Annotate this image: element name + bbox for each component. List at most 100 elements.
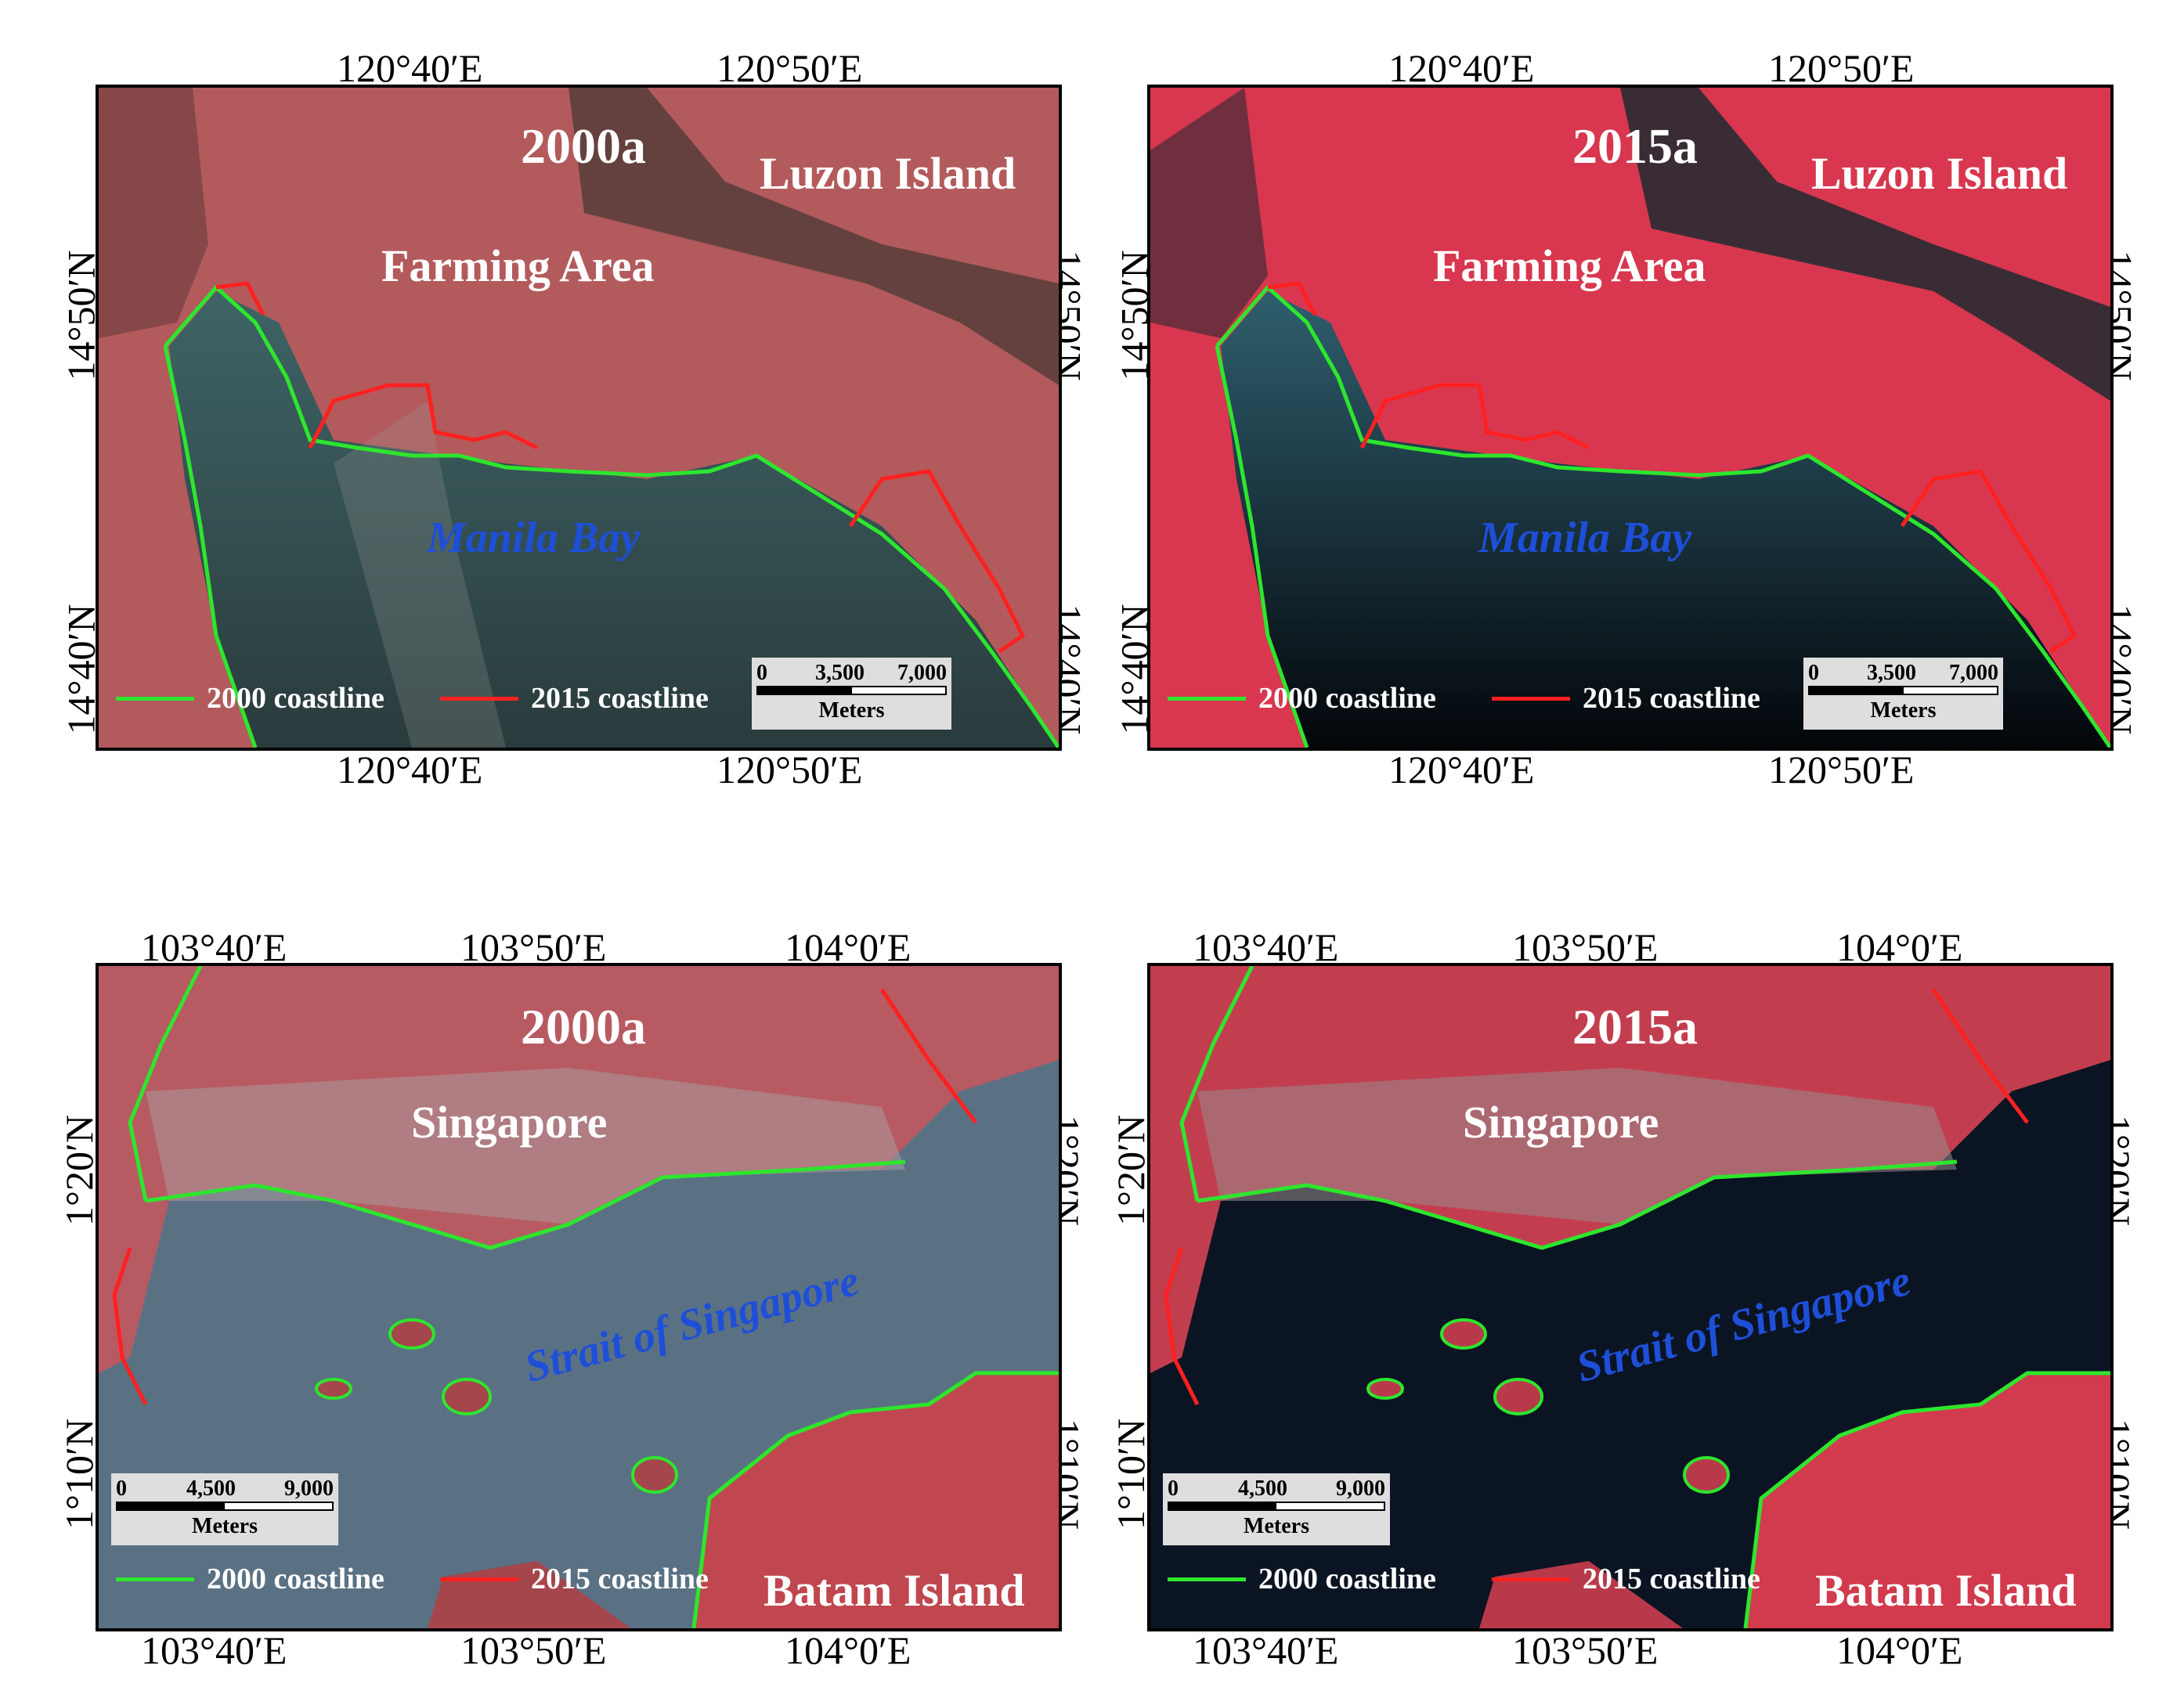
coastline-2015-reclaim-east: [879, 988, 977, 1124]
scale-bar-graphic: [1808, 686, 1998, 695]
coastline-2000-batam: [691, 1371, 1059, 1628]
batam-island: [1745, 1373, 2110, 1628]
lat-tick-left-1: 1°20′N: [1109, 1114, 1153, 1227]
farming-area: [193, 88, 1059, 385]
lon-tick-top-2: 103°50′E: [460, 925, 607, 969]
lon-tick-top-1: 103°40′E: [141, 925, 287, 969]
coastline-2000: [1197, 1159, 1958, 1250]
islet-2: [1493, 1378, 1543, 1415]
year-label: 2015a: [1572, 999, 1698, 1054]
legend-green-swatch: [116, 696, 194, 701]
scale-tick-0: 0: [756, 661, 767, 685]
satellite-map: [1147, 963, 2114, 1631]
farming-area: [1213, 88, 2110, 401]
lon-tick-bottom-3: 104°0′E: [1836, 1628, 1963, 1672]
west-land: [99, 1201, 169, 1373]
haze: [334, 401, 506, 748]
scale-unit: Meters: [1870, 698, 1937, 723]
islet-1: [1440, 1318, 1487, 1350]
scale-tick-2: 9,000: [1336, 1476, 1385, 1501]
year-label: 2015a: [1572, 118, 1698, 174]
lon-tick-bottom-1: 103°40′E: [141, 1628, 287, 1672]
dark-land: [99, 88, 208, 338]
manila-bay-water: [169, 291, 1059, 748]
legend-green-swatch: [116, 1577, 194, 1581]
islet-4: [1683, 1456, 1730, 1494]
lon-tick-bottom-2: 103°50′E: [460, 1628, 607, 1672]
legend-2000-label: 2000 coastline: [207, 682, 384, 715]
lon-tick-bottom-2: 120°50′E: [717, 748, 863, 791]
lon-tick-bottom-2: 103°50′E: [1512, 1628, 1659, 1672]
scale-bar-graphic: [116, 1502, 334, 1511]
scale-bar-graphic: [1168, 1502, 1385, 1511]
lon-tick-top-3: 104°0′E: [785, 925, 912, 969]
islet-3: [1366, 1378, 1404, 1400]
map-graphic: [99, 88, 1059, 748]
satellite-map: [1147, 85, 2114, 751]
legend-2000: 2000 coastline: [1168, 681, 1436, 716]
legend-red-swatch: [1492, 696, 1570, 701]
scale-bar-graphic: [756, 686, 947, 695]
map-graphic: [1150, 88, 2110, 748]
legend-2015: 2015 coastline: [440, 1562, 709, 1596]
coastline-2000-west: [163, 345, 258, 748]
lat-tick-left-1: 1°20′N: [57, 1114, 102, 1227]
farming-area-label: Farming Area: [1433, 240, 1706, 291]
legend-red-swatch: [440, 696, 518, 701]
luzon-island-label: Luzon Island: [1811, 148, 2068, 199]
west-land: [1150, 1201, 1221, 1373]
scale-bar: 0 3,500 7,000 Meters: [1803, 658, 2003, 730]
coastline-2000-west: [1179, 966, 1254, 1202]
coastline-2000-batam: [1743, 1371, 2110, 1628]
manila-bay-label: Manila Bay: [427, 514, 641, 562]
scale-tick-1: 3,500: [815, 661, 865, 685]
coastline-2015-reclaim-east: [1931, 988, 2029, 1124]
farming-area-label: Farming Area: [381, 240, 655, 291]
batam-island: [694, 1373, 1059, 1628]
lon-tick-top-2: 120°50′E: [1768, 46, 1915, 90]
year-label: 2000a: [521, 999, 646, 1054]
legend-2015: 2015 coastline: [1492, 681, 1760, 716]
lon-tick-top-3: 104°0′E: [1836, 925, 1963, 969]
luzon-island-label: Luzon Island: [760, 148, 1016, 199]
batam-island-label: Batam Island: [1815, 1565, 2077, 1616]
legend-green-swatch: [1168, 696, 1246, 701]
lon-tick-bottom-1: 120°40′E: [1388, 748, 1535, 791]
legend-green-swatch: [1168, 1577, 1246, 1581]
legend-2000-label: 2000 coastline: [1258, 1563, 1436, 1595]
legend-2015: 2015 coastline: [1492, 1562, 1760, 1596]
urban-area: [146, 1068, 905, 1224]
coastline-2015-reclaim-west: [112, 1247, 148, 1406]
legend-2000: 2000 coastline: [116, 681, 384, 716]
islet-1: [388, 1318, 435, 1350]
scale-tick-0: 0: [1168, 1476, 1179, 1501]
lon-tick-bottom-1: 103°40′E: [1193, 1628, 1339, 1672]
coastline-2015-reclaim-1: [1359, 383, 1590, 450]
dark-land: [1150, 88, 1268, 338]
year-label: 2000a: [521, 118, 646, 174]
scale-unit: Meters: [1244, 1514, 1309, 1538]
lon-tick-top-1: 120°40′E: [1388, 46, 1535, 90]
scale-bar: 0 4,500 9,000 Meters: [111, 1473, 338, 1545]
legend-2015-label: 2015 coastline: [531, 1563, 709, 1595]
legend-2015-label: 2015 coastline: [1583, 682, 1760, 715]
legend-red-swatch: [440, 1577, 518, 1581]
legend-2000: 2000 coastline: [1168, 1562, 1436, 1596]
lat-tick-left-2: 1°10′N: [57, 1418, 102, 1530]
legend-2015: 2015 coastline: [440, 681, 709, 716]
legend-2015-label: 2015 coastline: [1583, 1563, 1760, 1595]
scale-tick-2: 9,000: [284, 1476, 334, 1501]
coastline-2000-west: [128, 966, 203, 1202]
urban-area: [1197, 1068, 1957, 1224]
scale-unit: Meters: [818, 698, 885, 723]
lon-tick-top-1: 120°40′E: [337, 46, 483, 90]
satellite-map: [96, 85, 1062, 751]
legend-2000-label: 2000 coastline: [207, 1563, 384, 1595]
coastline-2015-reclaim-3: [215, 281, 265, 316]
scale-unit: Meters: [192, 1514, 258, 1538]
lon-tick-top-2: 103°50′E: [1512, 925, 1659, 969]
scale-bar: 0 4,500 9,000 Meters: [1163, 1473, 1390, 1545]
batam-island-label: Batam Island: [763, 1565, 1025, 1616]
map-graphic: [99, 966, 1059, 1628]
lon-tick-bottom-3: 104°0′E: [785, 1628, 912, 1672]
